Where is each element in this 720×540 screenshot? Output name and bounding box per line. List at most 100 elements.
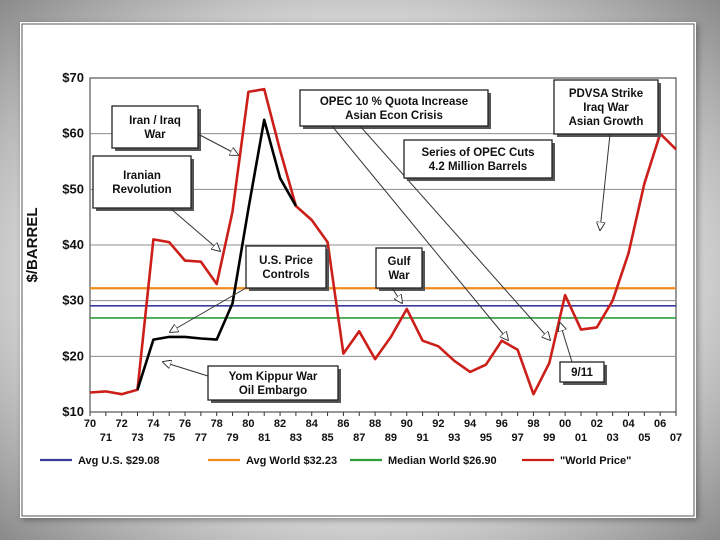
x-tick-label: 96 bbox=[496, 418, 508, 430]
annotation-arrow bbox=[169, 207, 220, 251]
x-tick-label: 87 bbox=[353, 432, 365, 444]
series-line bbox=[89, 87, 677, 396]
x-tick-label: 73 bbox=[131, 432, 143, 444]
annotation-text: Oil Embargo bbox=[239, 385, 307, 397]
slide-card: Yom Kippur War Oil Embargo Iranian Revoluti… bbox=[20, 22, 696, 518]
y-axis-title: $/BARREL bbox=[24, 207, 41, 282]
y-tick-label: $10 bbox=[62, 404, 84, 419]
x-tick-label: 07 bbox=[670, 432, 682, 444]
annotation-text: Revolution bbox=[112, 184, 171, 196]
x-tick-label: 88 bbox=[369, 418, 381, 430]
annotation-arrow bbox=[331, 125, 508, 340]
legend-label: Avg U.S. $29.08 bbox=[78, 455, 160, 467]
annotation-box bbox=[553, 79, 659, 135]
x-tick-label: 98 bbox=[527, 418, 539, 430]
x-tick-label: 94 bbox=[464, 418, 477, 430]
annotation-box bbox=[375, 247, 423, 289]
x-tick-label: 92 bbox=[432, 418, 444, 430]
y-tick-label: $50 bbox=[62, 181, 84, 196]
legend-item: "World Price" bbox=[522, 455, 631, 467]
x-tick-label: 02 bbox=[591, 418, 603, 430]
annotation-nine-eleven: 9/11 bbox=[560, 323, 607, 385]
annotation-arrow bbox=[560, 323, 573, 363]
annotation-text: Yom Kippur War bbox=[229, 371, 318, 383]
x-tick-label: 77 bbox=[195, 432, 207, 444]
annotation-text: OPEC 10 % Quota Increase bbox=[320, 96, 468, 108]
legend-label: Median World $26.90 bbox=[388, 455, 497, 467]
legend-item: Avg World $32.23 bbox=[208, 455, 337, 467]
annotation-box bbox=[299, 89, 489, 127]
legend-item: Avg U.S. $29.08 bbox=[40, 455, 160, 467]
annotation-text: Gulf bbox=[388, 256, 411, 268]
y-tick-label: $60 bbox=[62, 126, 84, 141]
annotation-box bbox=[403, 139, 553, 179]
annotation-arrow bbox=[359, 125, 550, 340]
annotation-text: Asian Growth bbox=[569, 116, 644, 128]
annotation-box bbox=[111, 105, 199, 149]
x-tick-label: 89 bbox=[385, 432, 397, 444]
x-tick-label: 79 bbox=[226, 432, 238, 444]
series-line bbox=[136, 118, 298, 391]
legend-label: "World Price" bbox=[560, 455, 631, 467]
annotation-text: U.S. Price bbox=[259, 255, 313, 267]
annotation-arrow bbox=[170, 287, 247, 332]
x-tick-label: 75 bbox=[163, 432, 175, 444]
annotation-text: Iran / Iraq bbox=[129, 115, 181, 127]
x-tick-label: 82 bbox=[274, 418, 286, 430]
x-tick-label: 95 bbox=[480, 432, 492, 444]
x-tick-label: 93 bbox=[448, 432, 460, 444]
x-tick-label: 99 bbox=[543, 432, 555, 444]
annotation-text: War bbox=[144, 129, 166, 141]
annotation-gulf-war: Gulf War bbox=[375, 247, 425, 303]
x-tick-label: 00 bbox=[559, 418, 571, 430]
annotation-arrow bbox=[391, 287, 402, 303]
annotation-arrow bbox=[600, 133, 611, 230]
annotation-text: Series of OPEC Cuts bbox=[421, 147, 534, 159]
y-tick-label: $70 bbox=[62, 70, 84, 85]
annotation-arrow bbox=[163, 362, 209, 377]
y-tick-label: $40 bbox=[62, 237, 84, 252]
x-tick-label: 70 bbox=[84, 418, 96, 430]
annotation-opec-quota: OPEC 10 % Quota Increase Asian Econ Crisi… bbox=[299, 89, 550, 340]
x-tick-label: 83 bbox=[290, 432, 302, 444]
annotation-text: PDVSA Strike bbox=[569, 88, 643, 100]
x-tick-label: 76 bbox=[179, 418, 191, 430]
x-tick-label: 86 bbox=[337, 418, 349, 430]
annotation-us-price-controls: U.S. Price Controls bbox=[170, 245, 329, 332]
annotation-iranian-revolution: Iranian Revolution bbox=[92, 155, 220, 251]
annotation-iran-iraq: Iran / Iraq War bbox=[111, 105, 238, 155]
annotation-yom-kippur: Yom Kippur War Oil Embargo bbox=[163, 362, 341, 403]
x-tick-label: 71 bbox=[100, 432, 112, 444]
x-tick-label: 04 bbox=[622, 418, 635, 430]
annotation-text: Asian Econ Crisis bbox=[345, 110, 443, 122]
x-tick-label: 78 bbox=[211, 418, 223, 430]
annotation-box bbox=[559, 361, 605, 383]
annotation-opec-cuts: Series of OPEC Cuts 4.2 Million Barrels bbox=[403, 139, 555, 181]
annotation-text: Iraq War bbox=[583, 102, 629, 114]
x-tick-label: 90 bbox=[401, 418, 413, 430]
annotation-arrow bbox=[197, 133, 238, 155]
annotation-text: War bbox=[388, 270, 410, 282]
x-tick-label: 97 bbox=[511, 432, 523, 444]
legend-label: Avg World $32.23 bbox=[246, 455, 337, 467]
y-tick-label: $20 bbox=[62, 348, 84, 363]
annotation-pdvsa: PDVSA Strike Iraq War Asian Growth bbox=[553, 79, 661, 230]
legend-item: Median World $26.90 bbox=[350, 455, 497, 467]
x-tick-label: 84 bbox=[306, 418, 319, 430]
annotation-text: 9/11 bbox=[571, 367, 593, 379]
chart: Yom Kippur War Oil Embargo Iranian Revoluti… bbox=[21, 23, 695, 517]
annotation-box bbox=[92, 155, 192, 209]
x-tick-label: 85 bbox=[321, 432, 333, 444]
x-tick-label: 72 bbox=[116, 418, 128, 430]
x-tick-label: 81 bbox=[258, 432, 270, 444]
x-tick-label: 06 bbox=[654, 418, 666, 430]
x-tick-label: 01 bbox=[575, 432, 587, 444]
x-tick-label: 03 bbox=[607, 432, 619, 444]
x-tick-label: 80 bbox=[242, 418, 254, 430]
annotation-text: 4.2 Million Barrels bbox=[429, 161, 527, 173]
annotation-box bbox=[207, 365, 339, 401]
x-tick-label: 74 bbox=[147, 418, 160, 430]
annotation-box bbox=[245, 245, 327, 289]
y-tick-label: $30 bbox=[62, 293, 84, 308]
x-tick-label: 91 bbox=[416, 432, 428, 444]
